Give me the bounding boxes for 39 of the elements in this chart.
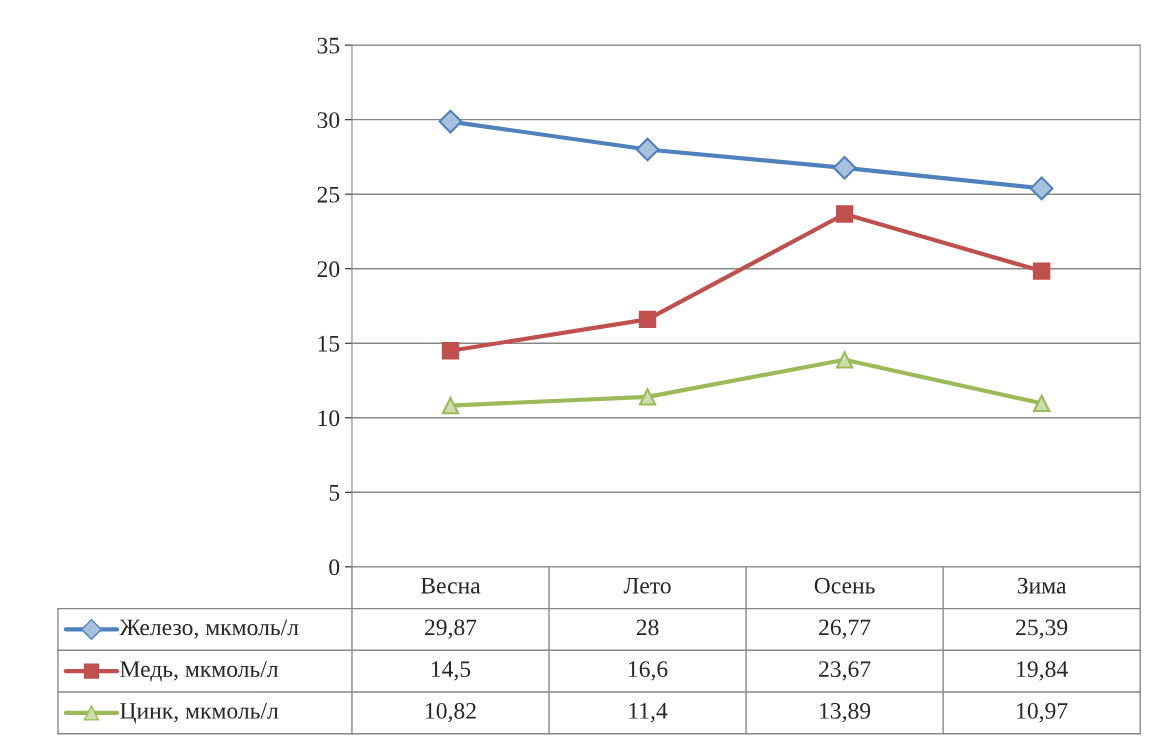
point — [638, 388, 657, 406]
y-tick-label: 35 — [317, 37, 340, 54]
data-label: 14,5 — [431, 661, 471, 681]
y-tick-label: 25 — [317, 186, 340, 203]
data-label: 19,84 — [1017, 661, 1068, 681]
legend-label: Медь, мкмоль/л — [120, 661, 279, 682]
point — [835, 351, 854, 369]
legend-label: Цинк, мкмоль/л — [120, 703, 279, 724]
x-tick-label: Осень — [814, 577, 875, 594]
x-tick-label: Лето — [623, 577, 671, 594]
y-tick-label: 20 — [317, 261, 340, 278]
x-tick-label: Зима — [1017, 577, 1067, 594]
data-label: 10,82 — [426, 702, 476, 723]
data-label: 29,87 — [424, 619, 477, 639]
point — [1029, 176, 1054, 201]
y-tick-label: 30 — [317, 112, 340, 129]
data-label: 25,39 — [1016, 619, 1068, 639]
data-label: 13,89 — [820, 702, 871, 723]
data-label: 28 — [636, 619, 659, 636]
data-label: 26,77 — [819, 619, 871, 639]
y-tick-label: 10 — [318, 410, 340, 427]
data-label: 11,4 — [629, 703, 668, 723]
y-tick-label: 0 — [329, 559, 340, 576]
point — [1032, 394, 1051, 412]
point — [638, 310, 657, 329]
point — [438, 109, 463, 134]
data-label: 16,6 — [628, 661, 668, 681]
legend-label: Железо, мкмоль/л — [119, 619, 299, 639]
point — [635, 137, 660, 162]
y-tick-label: 15 — [318, 335, 340, 352]
data-label: 23,67 — [819, 661, 871, 681]
point — [832, 155, 857, 180]
point — [441, 396, 460, 415]
y-tick-label: 5 — [329, 485, 340, 501]
point — [441, 342, 460, 360]
x-tick-label: Весна — [420, 577, 481, 594]
point — [835, 205, 854, 223]
data-label: 10,97 — [1017, 702, 1068, 723]
point — [1032, 262, 1051, 280]
